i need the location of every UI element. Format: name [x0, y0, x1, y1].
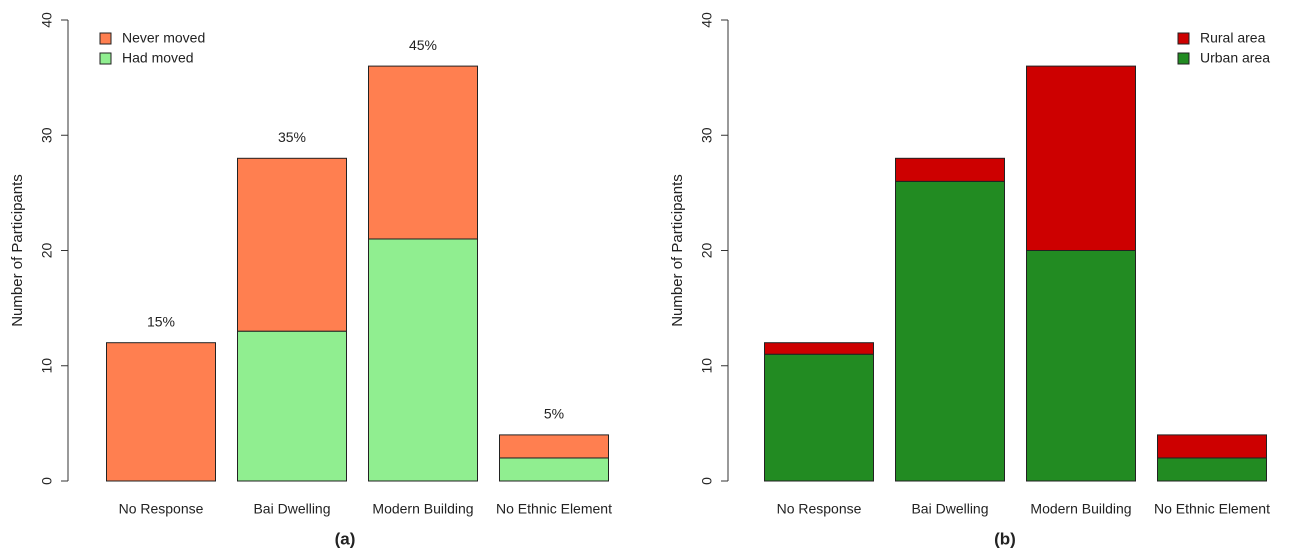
bar-segment	[368, 238, 478, 482]
data-label: 5%	[544, 406, 564, 422]
x-tick-label: No Ethnic Element	[496, 501, 612, 517]
y-axis-label: Number of Participants	[9, 174, 26, 327]
data-label: 45%	[409, 37, 437, 53]
y-tick-label: 0	[39, 477, 55, 485]
x-tick-label: No Ethnic Element	[1154, 501, 1270, 517]
y-axis-label: Number of Participants	[669, 174, 686, 327]
y-tick-label: 30	[699, 127, 715, 143]
bar-segment	[499, 434, 609, 459]
legend-swatch	[1177, 32, 1190, 45]
legend-swatch	[99, 52, 112, 65]
legend-swatch	[99, 32, 112, 45]
bar-segment	[1157, 457, 1267, 482]
legend-label: Never moved	[122, 30, 205, 46]
bar-segment	[368, 65, 478, 240]
x-tick-label: Bai Dwelling	[253, 501, 330, 517]
caption: (b)	[994, 529, 1016, 548]
y-tick-label: 20	[39, 243, 55, 259]
data-label: 15%	[147, 313, 175, 329]
bar-segment	[1026, 250, 1136, 482]
bar-segment	[895, 180, 1005, 482]
y-tick-label: 40	[699, 12, 715, 28]
bar-segment	[237, 157, 347, 332]
legend-label: Urban area	[1200, 50, 1270, 66]
bar-segment	[1157, 434, 1267, 459]
caption: (a)	[335, 529, 356, 548]
x-tick-label: Bai Dwelling	[911, 501, 988, 517]
data-label: 35%	[278, 129, 306, 145]
y-tick-label: 30	[39, 127, 55, 143]
legend-swatch	[1177, 52, 1190, 65]
y-tick-label: 40	[39, 12, 55, 28]
bar-segment	[895, 157, 1005, 182]
bar-segment	[499, 457, 609, 482]
y-tick-label: 10	[39, 358, 55, 374]
y-tick-label: 20	[699, 243, 715, 259]
legend-label: Had moved	[122, 50, 194, 66]
bar-segment	[237, 330, 347, 482]
x-tick-label: Modern Building	[1030, 501, 1131, 517]
x-tick-label: Modern Building	[372, 501, 473, 517]
bar-segment	[764, 342, 874, 355]
bar-segment	[1026, 65, 1136, 251]
y-tick-label: 0	[699, 477, 715, 485]
x-tick-label: No Response	[777, 501, 862, 517]
bar-segment	[764, 353, 874, 482]
y-tick-label: 10	[699, 358, 715, 374]
bar-segment	[106, 342, 216, 482]
x-tick-label: No Response	[119, 501, 204, 517]
legend-label: Rural area	[1200, 30, 1266, 46]
